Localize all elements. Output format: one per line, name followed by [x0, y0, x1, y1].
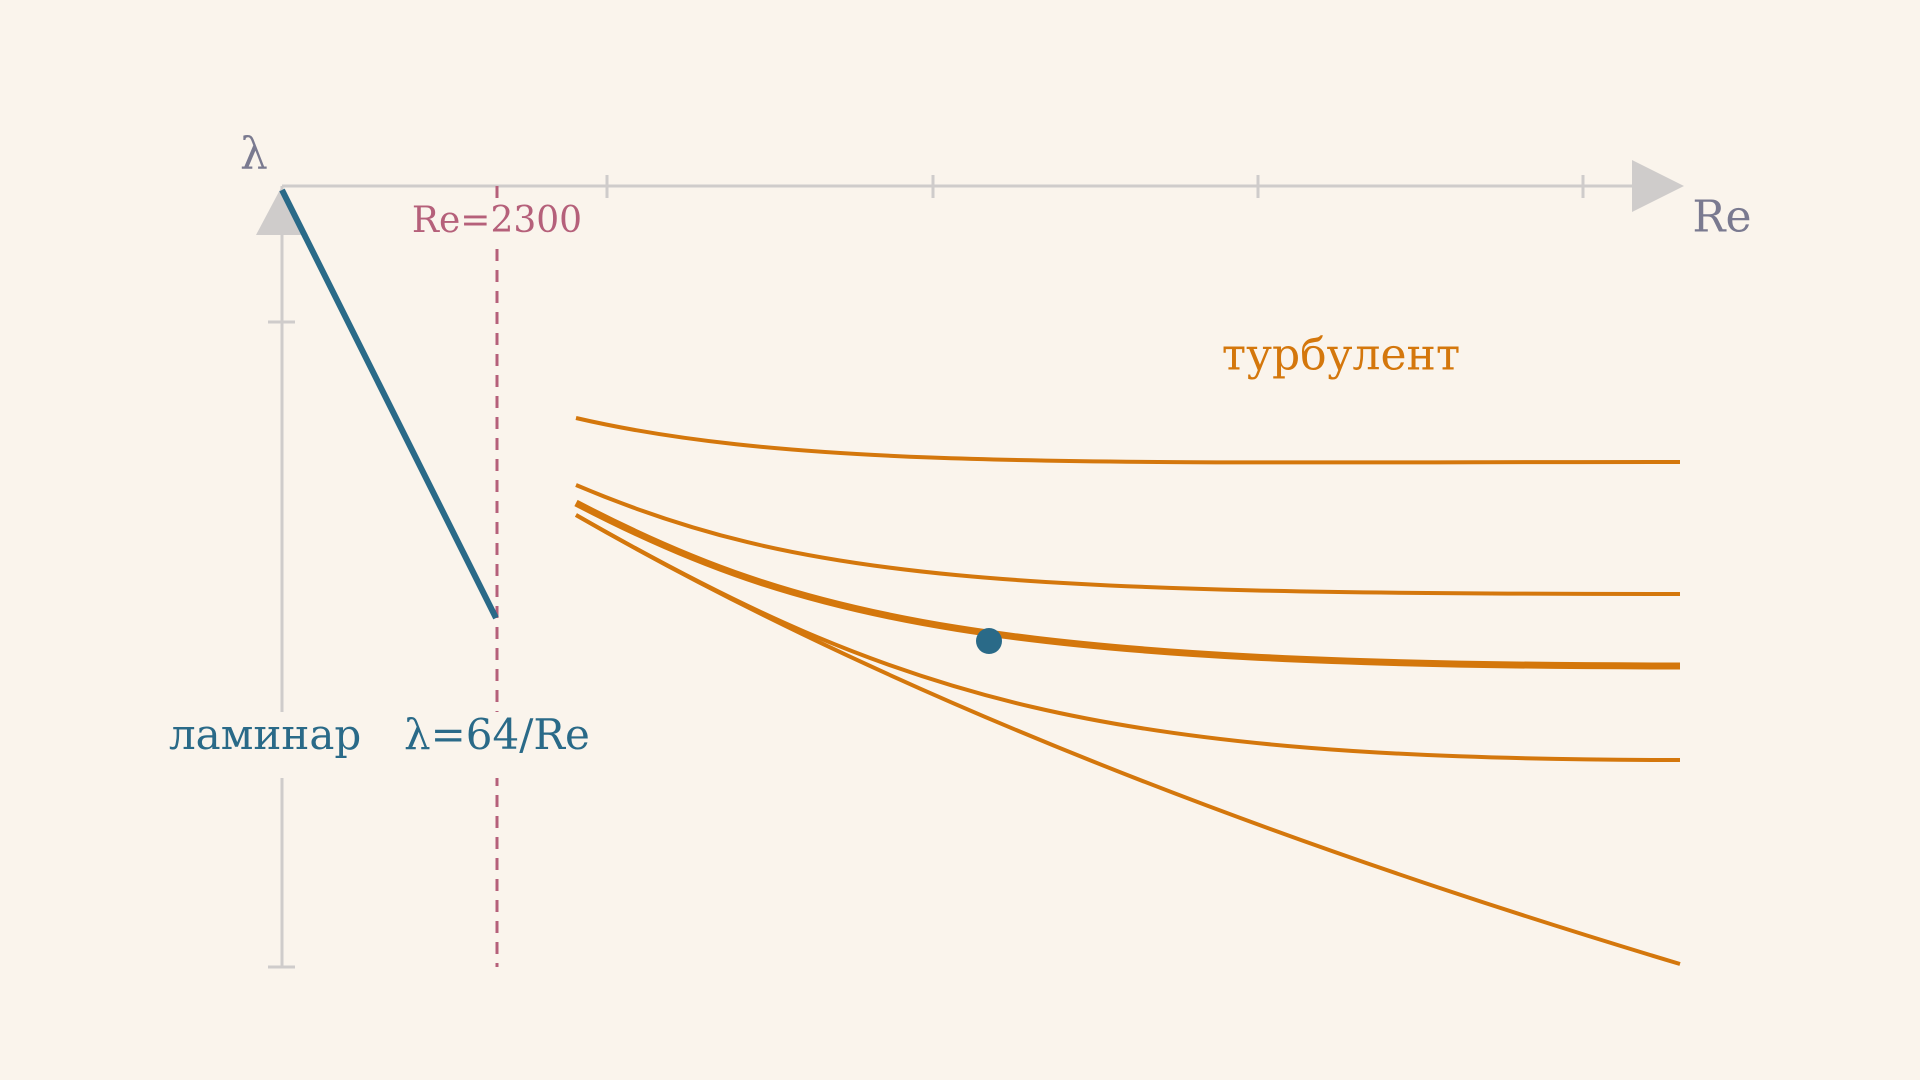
x-arrow: [1632, 160, 1684, 212]
curve: [575, 483, 1681, 596]
curve: [575, 416, 1681, 465]
operating-point: [976, 628, 1002, 654]
turbulent-label: турбулент: [1222, 330, 1460, 381]
label-background: [160, 712, 580, 778]
turbulent-curves: [574, 416, 1681, 966]
curve: [574, 513, 1681, 966]
laminar-line: [279, 188, 499, 620]
laminar-formula: λ=64/Re: [404, 710, 590, 759]
laminar-label: ламинар: [169, 710, 361, 759]
label-background: [415, 200, 580, 244]
threshold-label: Re=2300: [412, 200, 582, 241]
axes: [268, 175, 1640, 969]
curve-highlighted: [574, 499, 1681, 670]
y-arrow: [256, 186, 308, 235]
y-axis-label: λ: [240, 129, 268, 180]
x-axis-label: Re: [1692, 192, 1751, 243]
